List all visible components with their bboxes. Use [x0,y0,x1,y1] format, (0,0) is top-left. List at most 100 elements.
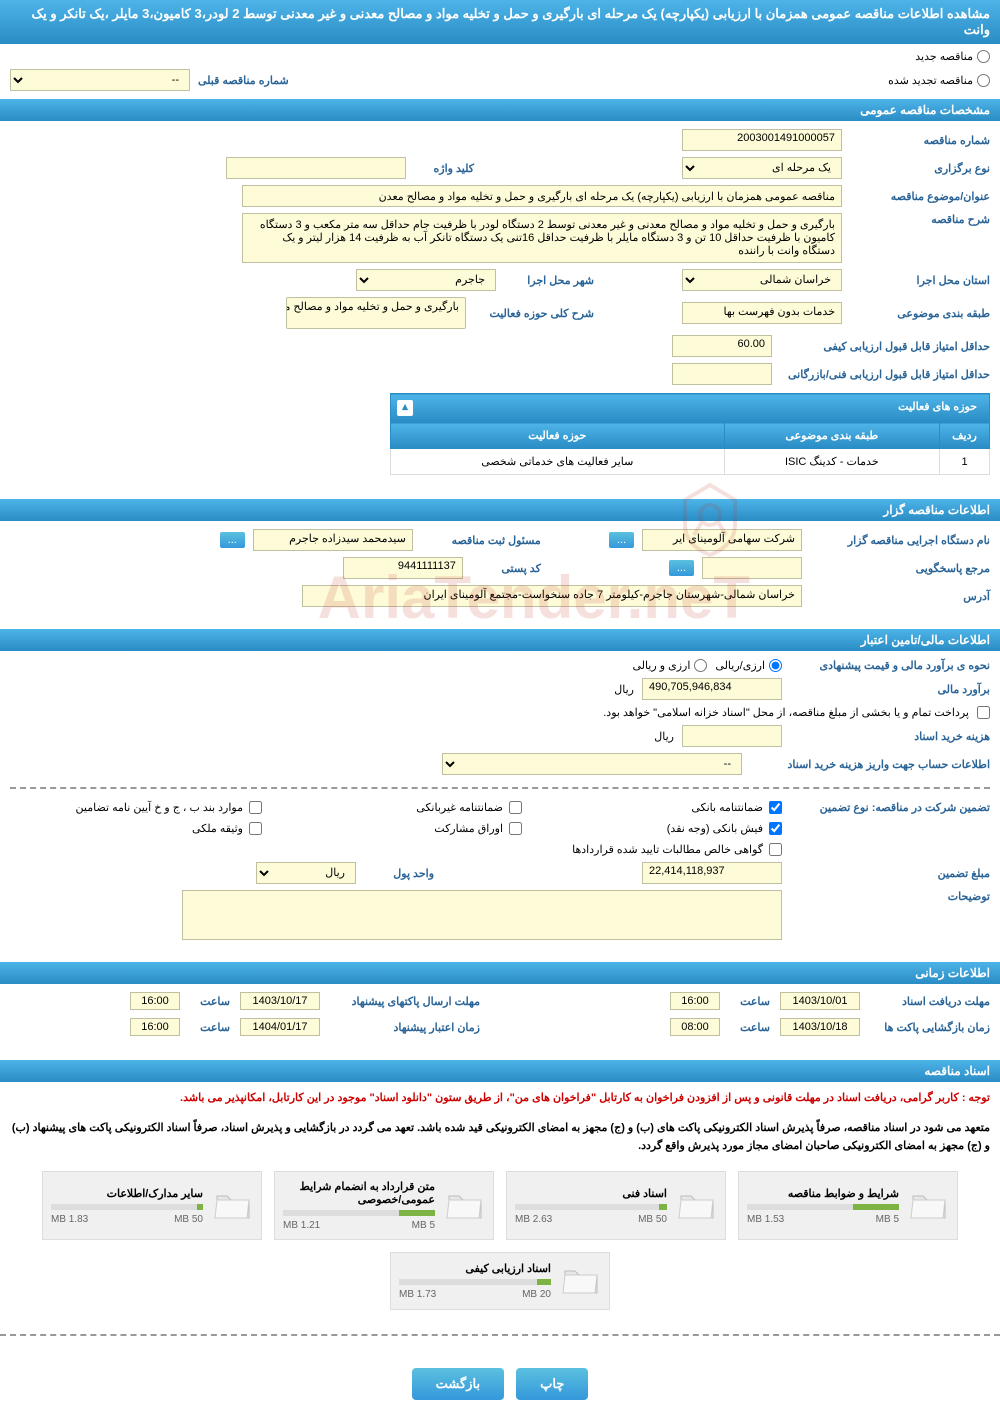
opening-label: زمان بازگشایی پاکت ها [870,1021,990,1034]
cb2[interactable] [509,801,522,814]
doc-used: 1.53 MB [747,1214,784,1225]
guarantee-cb-1[interactable]: ضمانتنامه بانکی [530,801,782,814]
tender-number-label: شماره مناقصه [850,134,990,147]
folder-icon [909,1186,949,1226]
time-label-1: ساعت [730,995,770,1008]
currency-radio-1-input[interactable] [769,659,782,672]
cb6[interactable] [249,822,262,835]
doc-progress [515,1204,667,1210]
city-select[interactable]: جاجرم [356,269,496,291]
cb5[interactable] [509,822,522,835]
activity-table-title: حوزه های فعالیت [898,401,977,413]
doc-used: 1.83 MB [51,1214,88,1225]
tender-number-value: 2003001491000057 [682,129,842,151]
estimate-value: 490,705,946,834 [642,678,782,700]
notes-textarea[interactable] [182,890,782,940]
doc-total: 20 MB [522,1289,551,1300]
doc-used: 1.73 MB [399,1289,436,1300]
radio-renewed-label: مناقصه تجدید شده [888,74,973,87]
cb4[interactable] [769,822,782,835]
time-label-3: ساعت [730,1021,770,1034]
doc-card[interactable]: اسناد ارزیابی کیفی 20 MB1.73 MB [390,1252,610,1310]
send-deadline-time: 16:00 [130,992,180,1010]
doc-card[interactable]: شرایط و ضوابط مناقصه 5 MB 1.53 MB [738,1171,958,1240]
cb1[interactable] [769,801,782,814]
activity-scope-select[interactable]: بارگیری و حمل و تخلیه مواد و مصالح معدنی… [286,297,466,329]
currency-radio-1-label: ارزی/ریالی [715,659,765,672]
guarantee-cb-6[interactable]: وثیقه ملکی [10,822,262,835]
guarantee-cb-2[interactable]: ضمانتنامه غیربانکی [270,801,522,814]
doc-total: 50 MB [174,1214,203,1225]
send-deadline-date: 1403/10/17 [240,992,320,1010]
doc-total: 5 MB [412,1220,435,1231]
guarantee-cb-7[interactable]: گواهی خالص مطالبات تایید شده قراردادها [10,843,782,856]
col-category: طبقه بندی موضوعی [724,423,939,449]
general-form: شماره مناقصه 2003001491000057 نوع برگزار… [0,121,1000,491]
doc-card[interactable]: متن قرارداد به انضمام شرایط عمومی/خصوصی … [274,1171,494,1240]
doc-card[interactable]: سایر مدارک/اطلاعات 50 MB1.83 MB [42,1171,262,1240]
currency-radio-2-input[interactable] [694,659,707,672]
section-organizer: اطلاعات مناقصه گزار [0,499,1000,521]
keyword-input[interactable] [226,157,406,179]
estimate-method-label: نحوه ی برآورد مالی و قیمت پیشنهادی [790,659,990,672]
description-textarea[interactable] [242,213,842,263]
currency-unit-select[interactable]: ریال [256,862,356,884]
documents-grid: شرایط و ضوابط مناقصه 5 MB 1.53 MB اسناد ف… [0,1159,1000,1322]
currency-radio-1[interactable]: ارزی/ریالی [715,659,782,672]
validity-label: زمان اعتبار پیشنهاد [330,1021,480,1034]
cb3-label: موارد بند ب ، ج و خ آیین نامه تضامین [76,801,243,814]
back-button[interactable]: بازگشت [412,1368,504,1400]
cb7[interactable] [769,843,782,856]
responsible-more-btn[interactable]: ... [220,532,245,548]
organizer-form: نام دستگاه اجرایی مناقصه گزار شرکت سهامی… [0,521,1000,621]
prev-number-label: شماره مناقصه قبلی [198,74,289,87]
account-info-label: اطلاعات حساب جهت واریز هزینه خرید اسناد [750,758,990,771]
section-timing: اطلاعات زمانی [0,962,1000,984]
doc-title: اسناد فنی [515,1187,667,1200]
subject-input[interactable] [242,185,842,207]
doc-title: شرایط و ضوابط مناقصه [747,1187,899,1200]
responsible-value: سیدمحمد سیدزاده جاجرم [253,529,413,551]
cb6-label: وثیقه ملکی [192,822,243,835]
radio-new-tender[interactable]: مناقصه جدید [915,50,990,63]
org-more-btn[interactable]: ... [609,532,634,548]
radio-new-input[interactable] [977,50,990,63]
guarantee-cb-3[interactable]: موارد بند ب ، ج و خ آیین نامه تضامین [10,801,262,814]
cb3[interactable] [249,801,262,814]
guarantee-cb-4[interactable]: فیش بانکی (وجه نقد) [530,822,782,835]
section-general: مشخصات مناقصه عمومی [0,99,1000,121]
doc-progress [747,1204,899,1210]
province-select[interactable]: خراسان شمالی [682,269,842,291]
keyword-label: کلید واژه [414,162,474,175]
guarantee-cb-5[interactable]: اوراق مشارکت [270,822,522,835]
prev-number-select[interactable]: -- [10,69,190,91]
org-name-value: شرکت سهامی آلومینای ایر [642,529,802,551]
description-label: شرح مناقصه [850,213,990,226]
holding-type-select[interactable]: یک مرحله ای [682,157,842,179]
print-button[interactable]: چاپ [516,1368,588,1400]
doc-card[interactable]: اسناد فنی 50 MB2.63 MB [506,1171,726,1240]
radio-renewed-tender[interactable]: مناقصه تجدید شده [888,74,990,87]
section-financial: اطلاعات مالی/تامین اعتبار [0,629,1000,651]
min-tech-label: حداقل امتیاز قابل قبول ارزیابی فنی/بازرگ… [780,368,990,381]
tender-type-radios: مناقصه جدید [0,44,1000,69]
radio-renewed-input[interactable] [977,74,990,87]
collapse-icon[interactable]: ▴ [397,400,413,416]
doc-note-2: متعهد می شود در اسناد مناقصه، صرفاً پذیر… [0,1116,1000,1159]
min-quality-value: 60.00 [672,335,772,357]
doc-total: 50 MB [638,1214,667,1225]
activity-scope-label: شرح کلی حوزه فعالیت [474,307,594,320]
notes-label: توضیحات [790,890,990,903]
purchase-unit: ریال [654,730,674,743]
doc-total: 5 MB [876,1214,899,1225]
doc-title: متن قرارداد به انضمام شرایط عمومی/خصوصی [283,1180,435,1206]
response-more-btn[interactable]: ... [669,560,694,576]
estimate-label: برآورد مالی [790,683,990,696]
section-documents: اسناد مناقصه [0,1060,1000,1082]
payment-note-checkbox[interactable] [977,706,990,719]
account-info-select[interactable]: -- [442,753,742,775]
col-scope: حوزه فعالیت [391,423,725,449]
currency-radio-2[interactable]: ارزی و ریالی [632,659,707,672]
opening-date: 1403/10/18 [780,1018,860,1036]
city-label: شهر محل اجرا [504,274,594,287]
